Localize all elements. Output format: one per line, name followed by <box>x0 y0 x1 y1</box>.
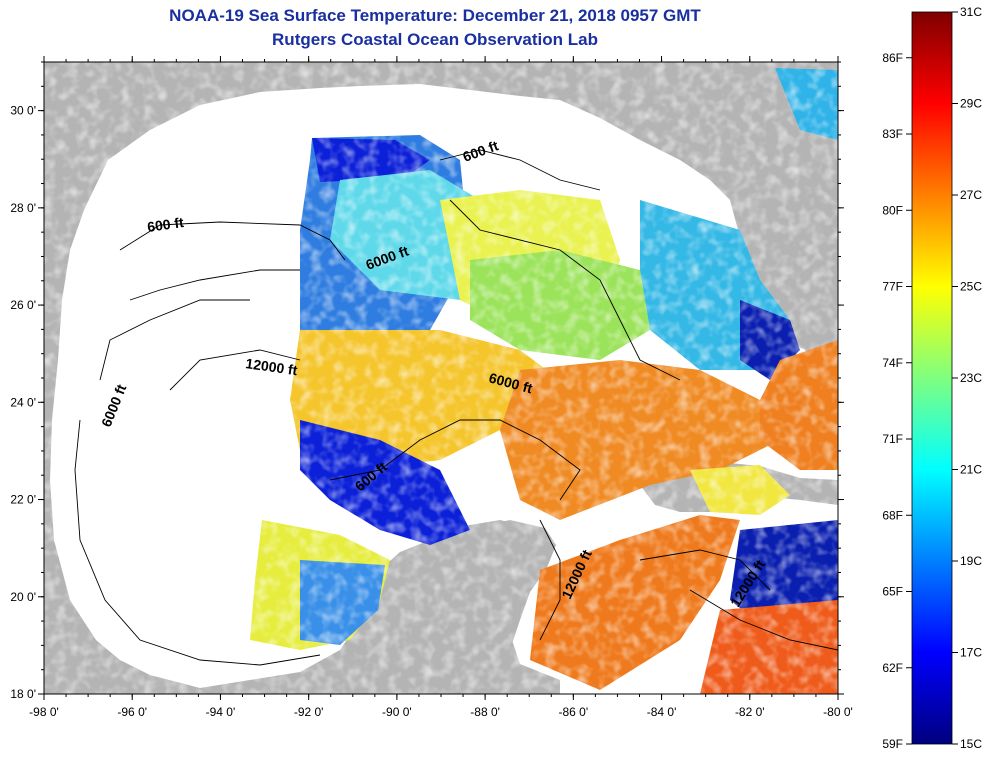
bathymetry-contours <box>74 149 838 666</box>
lon-tick-label: -88 0' <box>470 705 500 719</box>
celsius-label: 17C <box>960 646 982 660</box>
lon-tick-label: -98 0' <box>29 705 59 719</box>
celsius-label: 27C <box>960 188 982 202</box>
lat-tick-label: 30 0' <box>10 104 36 118</box>
celsius-label: 25C <box>960 280 982 294</box>
lon-tick-label: -86 0' <box>559 705 589 719</box>
fahrenheit-label: 59F <box>882 737 903 751</box>
celsius-label: 21C <box>960 463 982 477</box>
lat-tick-label: 28 0' <box>10 201 36 215</box>
lon-tick-label: -96 0' <box>117 705 147 719</box>
lon-tick-label: -80 0' <box>823 705 853 719</box>
fahrenheit-label: 65F <box>882 585 903 599</box>
lat-tick-label: 22 0' <box>10 493 36 507</box>
fahrenheit-label: 86F <box>882 51 903 65</box>
satellite-swath <box>44 62 838 694</box>
fahrenheit-label: 80F <box>882 203 903 217</box>
fahrenheit-label: 71F <box>882 432 903 446</box>
fahrenheit-label: 74F <box>882 356 903 370</box>
lat-tick-label: 24 0' <box>10 395 36 409</box>
contour-label: 600 ft <box>146 214 185 235</box>
celsius-label: 15C <box>960 737 982 751</box>
map-subtitle: Rutgers Coastal Ocean Observation Lab <box>272 30 598 49</box>
fahrenheit-label: 62F <box>882 661 903 675</box>
lon-tick-label: -94 0' <box>206 705 236 719</box>
lon-tick-label: -90 0' <box>382 705 412 719</box>
lat-tick-label: 26 0' <box>10 298 36 312</box>
lat-tick-label: 20 0' <box>10 590 36 604</box>
contour-label: 12000 ft <box>245 355 299 378</box>
axis-ticks <box>38 56 844 700</box>
colorbar <box>911 11 953 745</box>
lat-tick-label: 18 0' <box>10 687 36 701</box>
lon-tick-label: -84 0' <box>647 705 677 719</box>
celsius-label: 23C <box>960 371 982 385</box>
lon-tick-label: -92 0' <box>294 705 324 719</box>
fahrenheit-label: 83F <box>882 127 903 141</box>
map-title: NOAA-19 Sea Surface Temperature: Decembe… <box>169 6 701 25</box>
celsius-label: 19C <box>960 554 982 568</box>
fahrenheit-label: 68F <box>882 508 903 522</box>
lon-tick-label: -82 0' <box>735 705 765 719</box>
celsius-label: 31C <box>960 5 982 19</box>
fahrenheit-label: 77F <box>882 280 903 294</box>
celsius-label: 29C <box>960 97 982 111</box>
